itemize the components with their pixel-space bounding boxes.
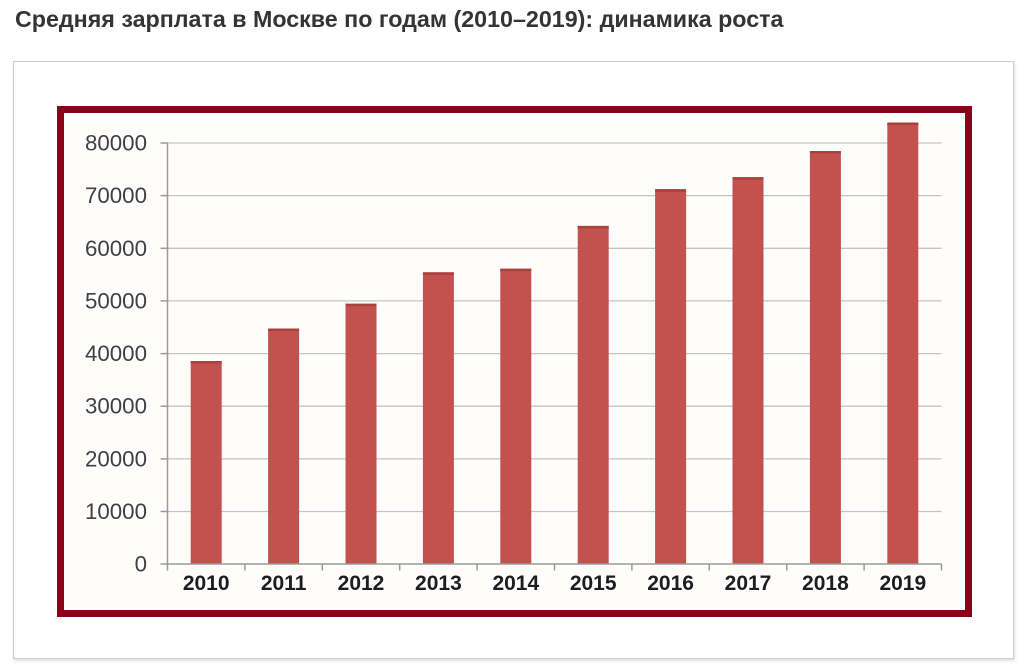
svg-text:10000: 10000: [85, 499, 147, 524]
svg-text:2012: 2012: [338, 572, 385, 595]
svg-text:80000: 80000: [85, 131, 147, 156]
svg-text:2015: 2015: [570, 572, 617, 595]
svg-text:50000: 50000: [85, 288, 147, 313]
svg-text:70000: 70000: [85, 183, 147, 208]
svg-text:2014: 2014: [492, 572, 539, 595]
svg-text:20000: 20000: [85, 446, 147, 471]
svg-text:40000: 40000: [85, 341, 147, 366]
svg-text:0: 0: [135, 552, 147, 577]
svg-text:2011: 2011: [261, 572, 307, 595]
svg-text:2017: 2017: [725, 572, 772, 595]
svg-text:30000: 30000: [85, 394, 147, 419]
svg-text:2016: 2016: [647, 572, 694, 595]
svg-text:2018: 2018: [802, 572, 849, 595]
svg-text:2019: 2019: [879, 572, 926, 595]
svg-text:2013: 2013: [415, 572, 462, 595]
svg-text:60000: 60000: [85, 236, 147, 261]
svg-text:2010: 2010: [183, 572, 230, 595]
